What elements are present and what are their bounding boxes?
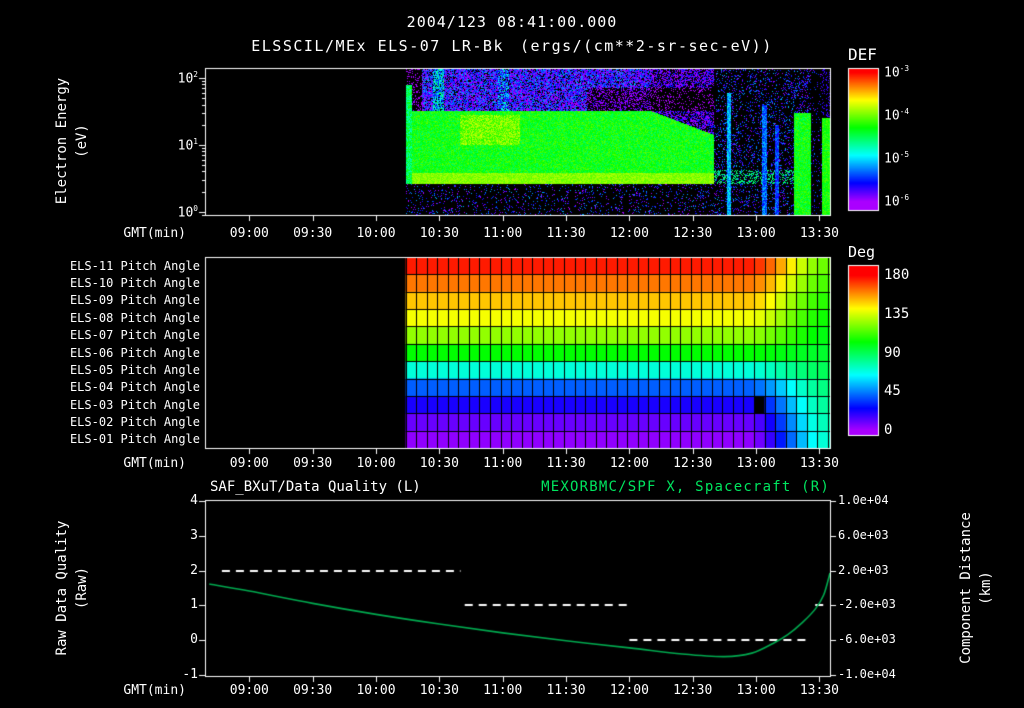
colorbar-def-title: DEF <box>848 45 877 64</box>
right-axis-tick: 2.0e+03 <box>838 562 889 577</box>
x-tick-label: 12:00 <box>609 456 649 471</box>
left-axis-tick: 0 <box>190 632 198 648</box>
instrument-title-text: ELSSCIL/MEx ELS-07 LR-Bk <box>251 37 504 55</box>
x-tick-label: 10:30 <box>419 456 459 471</box>
x-tick-label: 13:00 <box>736 683 776 698</box>
x-tick-label: 10:30 <box>419 226 459 241</box>
x-tick-label: 09:00 <box>229 226 269 241</box>
x-tick-label: 13:00 <box>736 456 776 471</box>
x-tick-label: 13:30 <box>799 456 839 471</box>
electron-energy-axis-title: Electron Energy (eV) <box>54 77 90 205</box>
x-tick-label: 09:30 <box>293 683 333 698</box>
colorbar-deg-tick: 180 <box>884 267 910 283</box>
right-axis-tick: -2.0e+03 <box>838 597 896 612</box>
pitch-row-label: ELS-06 Pitch Angle <box>69 345 200 360</box>
x-tick-label: 13:30 <box>799 683 839 698</box>
left-axis-tick: -1 <box>182 667 198 682</box>
x-tick-label: 11:30 <box>546 456 586 471</box>
x-tick-label: 12:30 <box>673 226 713 241</box>
x-tick-label: 12:30 <box>673 456 713 471</box>
left-axis-tick: 4 <box>190 493 198 508</box>
x-tick-label: 11:00 <box>483 456 523 471</box>
x-tick-label: 09:30 <box>293 456 333 471</box>
x-tick-label: 10:30 <box>419 683 459 698</box>
x-tick-label: 10:00 <box>356 456 396 471</box>
colorbar-deg-tick: 135 <box>884 305 910 322</box>
right-axis-tick: 1.0e+04 <box>838 493 889 507</box>
x-tick-label: 11:00 <box>483 226 523 241</box>
pitch-row-label: ELS-01 Pitch Angle <box>69 432 200 447</box>
x-tick-label: 12:00 <box>609 226 649 241</box>
x-tick-label: 13:00 <box>736 226 776 241</box>
pitch-row-label: ELS-02 Pitch Angle <box>69 414 200 429</box>
colorbar-def-tick: 10-5 <box>884 150 910 167</box>
left-axis-tick: 1 <box>190 597 198 613</box>
spacecraft-right-title: MEXORBMC/SPF X, Spacecraft (R) <box>541 479 830 495</box>
x-tick-label: 09:00 <box>229 683 269 698</box>
pitch-row-label: ELS-05 Pitch Angle <box>69 362 200 377</box>
x-tick-label: 11:30 <box>546 226 586 241</box>
x-tick-label: 13:30 <box>799 226 839 241</box>
colorbar-deg-tick: 45 <box>884 383 901 400</box>
right-axis-tick: -1.0e+04 <box>838 667 896 681</box>
gmt-axis-title: GMT(min) <box>123 683 186 698</box>
pitch-row-label: ELS-10 Pitch Angle <box>69 276 200 291</box>
colorbar-deg-tick: 0 <box>884 422 893 438</box>
raw-quality-axis-title: Raw Data Quality (Raw) <box>54 520 90 656</box>
x-tick-label: 11:30 <box>546 683 586 698</box>
left-axis-tick: 3 <box>190 527 198 543</box>
pitch-row-label: ELS-09 Pitch Angle <box>69 293 200 308</box>
pitch-row-label: ELS-08 Pitch Angle <box>69 310 200 325</box>
x-tick-label: 09:30 <box>293 226 333 241</box>
x-tick-label: 12:30 <box>673 683 713 698</box>
left-axis-tick: 2 <box>190 562 198 578</box>
energy-tick-label: 101 <box>177 136 198 154</box>
component-distance-axis-title: Component Distance (km) <box>958 512 994 664</box>
colorbar-def-tick: 10-3 <box>884 64 910 81</box>
x-tick-label: 12:00 <box>609 683 649 698</box>
pitch-row-label: ELS-07 Pitch Angle <box>69 328 200 343</box>
right-axis-tick: -6.0e+03 <box>838 632 896 647</box>
gmt-axis-title: GMT(min) <box>123 226 186 241</box>
x-tick-label: 11:00 <box>483 683 523 698</box>
pitch-row-label: ELS-11 Pitch Angle <box>69 258 200 273</box>
colorbar-def-tick: 10-6 <box>884 193 910 210</box>
pitch-row-label: ELS-03 Pitch Angle <box>69 397 200 412</box>
x-tick-label: 10:00 <box>356 683 396 698</box>
x-tick-label: 09:00 <box>229 456 269 471</box>
right-axis-tick: 6.0e+03 <box>838 527 889 542</box>
header-title: ELSSCIL/MEx ELS-07 LR-Bk (ergs/(cm**2-sr-… <box>0 37 1024 55</box>
colorbar-deg-title: Deg <box>848 243 876 261</box>
energy-tick-label: 100 <box>177 203 198 220</box>
colorbar-def-tick: 10-4 <box>884 107 910 124</box>
units-label: (ergs/(cm**2-sr-sec-eV)) <box>520 37 773 55</box>
quality-left-title: SAF_BXuT/Data Quality (L) <box>210 479 421 495</box>
colorbar-deg-tick: 90 <box>884 344 901 361</box>
x-tick-label: 10:00 <box>356 226 396 241</box>
energy-tick-label: 102 <box>177 70 198 87</box>
gmt-axis-title: GMT(min) <box>123 456 186 471</box>
pitch-row-label: ELS-04 Pitch Angle <box>69 380 200 395</box>
header-timestamp: 2004/123 08:41:00.000 <box>406 13 618 31</box>
